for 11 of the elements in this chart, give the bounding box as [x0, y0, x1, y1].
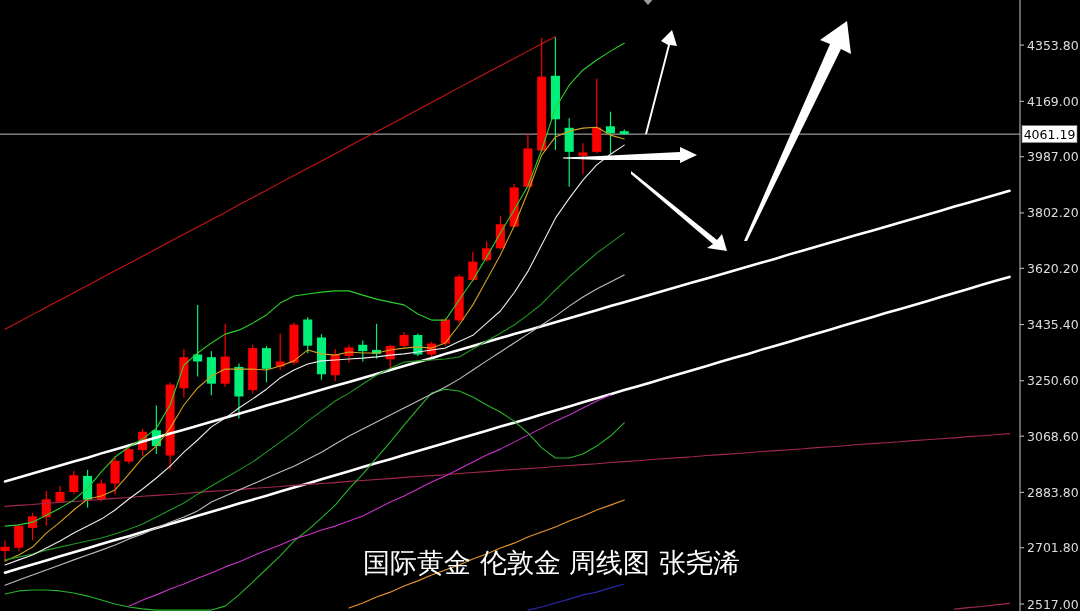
- y-tick-label: 2701.80: [1027, 540, 1079, 556]
- y-tick-label: 2883.80: [1027, 484, 1079, 500]
- y-tick-label: 3435.40: [1027, 317, 1079, 333]
- y-tick-label: 3068.60: [1027, 428, 1079, 444]
- y-tick-label: 4353.80: [1027, 37, 1079, 53]
- y-tick-label: 4169.00: [1027, 93, 1079, 109]
- y-tick-label: 2517.00: [1027, 596, 1079, 611]
- y-tick-label: 3250.60: [1027, 373, 1079, 389]
- y-tick-label: 3802.20: [1027, 205, 1079, 221]
- y-tick-label: 3620.20: [1027, 260, 1079, 276]
- y-tick-label: 3987.00: [1027, 149, 1079, 165]
